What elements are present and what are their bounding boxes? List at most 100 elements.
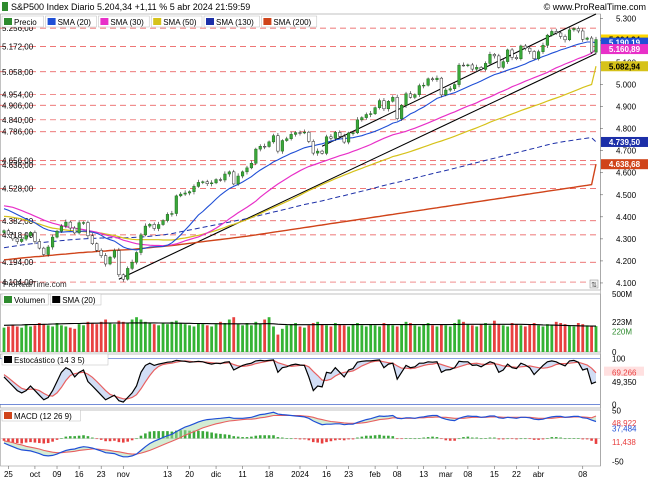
candle-down (73, 227, 77, 234)
volume-bar (7, 326, 10, 352)
volume-bar (506, 326, 510, 352)
macd-hist-bar (563, 438, 567, 440)
x-axis-label: 11 (238, 470, 247, 479)
candle-down (342, 136, 346, 143)
volume-bar (126, 323, 130, 352)
candle-up (28, 232, 33, 236)
price-candle (112, 248, 116, 259)
collapse-icon[interactable]: ⇅ (589, 279, 599, 289)
volume-bar (594, 326, 598, 352)
stoch-fill (4, 359, 596, 403)
volume-bar (20, 327, 24, 352)
candle-up (466, 64, 470, 66)
volume-bar (453, 323, 457, 352)
macd-hist-bar (33, 438, 37, 443)
price-candle (15, 237, 19, 245)
candle-down (497, 55, 501, 68)
candle-down (492, 54, 496, 57)
price-candle (422, 82, 426, 89)
price-value-boxes: 5.204,345.190,195.160,895.082,944.739,50… (601, 34, 648, 170)
macd-hist-bar (387, 435, 390, 439)
legend-label: SMA (20) (62, 296, 96, 305)
price-candle (276, 133, 280, 154)
macd-hist-bar (214, 433, 218, 439)
price-axis-label: 4.700 (616, 147, 637, 156)
volume-bar (351, 324, 355, 352)
macd-hist-bar (130, 438, 134, 441)
price-candle (218, 177, 223, 182)
volume-bar (196, 323, 200, 352)
candle-down (33, 232, 37, 242)
legend-swatch (52, 296, 61, 303)
macd-hist-bar (334, 438, 337, 441)
candle-up (267, 141, 271, 147)
price-legend: Precio SMA (20) SMA (30) SMA (50) SMA (130) S… (1, 15, 318, 28)
candle-up (377, 100, 382, 108)
price-candle (6, 228, 10, 237)
volume-bar (148, 323, 152, 352)
volume-bar (298, 326, 302, 352)
volume-bar (307, 325, 311, 352)
macd-hist-bar (338, 438, 342, 440)
price-candle (20, 237, 24, 243)
price-candle (2, 229, 6, 234)
macd-histogram (0, 430, 600, 444)
price-candle (360, 116, 364, 122)
macd-hist-bar (60, 438, 63, 439)
macd-hist-bar (316, 438, 319, 443)
candle-up (545, 34, 549, 46)
level-label: 4.906,00 (2, 101, 34, 110)
macd-hist-bar (139, 435, 143, 439)
svg-text:⇅: ⇅ (591, 282, 597, 289)
candle-up (258, 146, 262, 150)
candle-down (320, 150, 324, 154)
macd-hist-bar (594, 438, 598, 444)
volume-bar (254, 321, 258, 352)
price-candle (545, 33, 549, 48)
x-axis-label: feb (370, 470, 382, 479)
volume-bar (37, 323, 41, 352)
candle-up (183, 192, 187, 195)
candle-up (413, 94, 417, 98)
macd-hist-bar (532, 438, 536, 440)
candle-up (448, 88, 452, 91)
candle-up (249, 162, 253, 169)
price-candle (51, 234, 55, 250)
price-candle (395, 94, 399, 121)
volume-bar (11, 325, 15, 352)
stoch-axis-box (604, 366, 644, 378)
candle-down (559, 32, 563, 37)
legend-box (203, 15, 260, 28)
value-box-bg (601, 37, 648, 48)
level-label: 4.104,00 (2, 278, 34, 287)
price-candle (99, 248, 103, 258)
volume-bar (130, 319, 134, 352)
candle-up (112, 250, 116, 258)
candle-up (188, 191, 192, 194)
legend-item: Precio (1, 15, 44, 28)
candle-up (475, 67, 479, 70)
candle-up (271, 135, 276, 143)
macd-hist-bar (245, 437, 249, 439)
macd-hist-bar (210, 432, 213, 439)
legend-box (150, 15, 203, 28)
volume-bar (170, 321, 174, 352)
price-candle (528, 45, 532, 55)
volume-bar (24, 324, 28, 352)
level-label: 4.528,00 (2, 185, 34, 194)
macd-hist-bar (554, 437, 558, 439)
price-candle (126, 266, 130, 281)
level-label: 4.656,00 (2, 156, 34, 165)
macd-hist-bar (590, 438, 593, 441)
price-candle (201, 180, 205, 185)
level-label: 5.058,00 (2, 68, 34, 77)
price-candle (121, 273, 125, 282)
legend-box (98, 15, 150, 28)
price-candle (408, 91, 412, 99)
candle-down (528, 47, 532, 52)
level-label: 4.786,00 (2, 128, 34, 137)
price-candle (338, 130, 342, 138)
level-label: 4.636,00 (2, 161, 34, 170)
price-candle (342, 133, 346, 144)
candle-up (417, 85, 421, 95)
